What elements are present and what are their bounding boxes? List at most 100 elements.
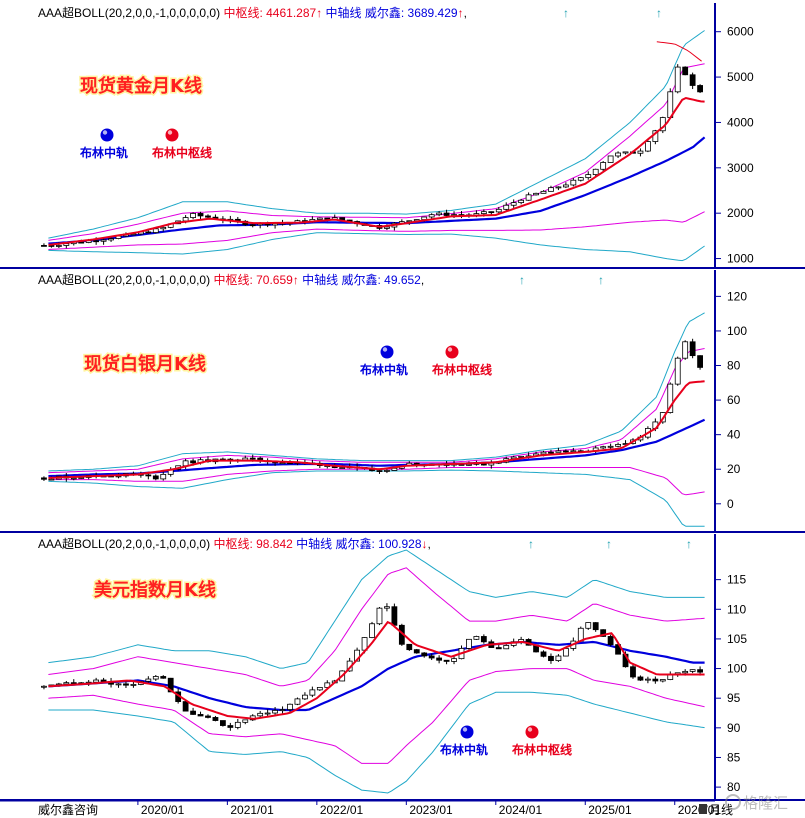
y-tick-label: 1000 (727, 252, 754, 266)
candle-up (152, 676, 159, 680)
candle-up (540, 190, 547, 194)
candle-up (540, 451, 547, 455)
candle-up (115, 683, 122, 686)
candle-down (190, 710, 196, 715)
candle-up (503, 204, 510, 210)
candle-up (562, 184, 569, 188)
candle-up (160, 473, 167, 480)
candle-up (495, 208, 502, 213)
candle-up (644, 141, 651, 152)
candle-down (93, 240, 100, 243)
candle-down (167, 677, 174, 693)
candle-down (592, 622, 599, 631)
signal-arrow-icon: ↑ (606, 537, 612, 551)
inner-lower-band-line (48, 668, 705, 764)
candle-down (145, 231, 152, 234)
candle-up (369, 623, 375, 638)
candle-down (406, 643, 413, 651)
candle-down (70, 682, 77, 685)
candle-up (48, 478, 55, 481)
candle-up (682, 341, 689, 359)
candle-up (473, 636, 480, 640)
print-icon[interactable] (699, 804, 707, 814)
candle-up (302, 694, 308, 700)
indicator-header: AAA超BOLL(20,2,0,0,-1,0,0,0,0) 中枢线: 98.84… (38, 536, 431, 551)
watermark-text: 格隆汇 (743, 794, 788, 812)
candle-up (324, 682, 331, 688)
candle-up (152, 228, 159, 233)
y-tick-label: 80 (727, 780, 741, 794)
header-segment: AAA超BOLL(20,2,0,0,-1,0,0,0,0) (38, 272, 213, 287)
inner-lower-band-line (48, 211, 705, 250)
legend-label: 布林中枢线 (512, 742, 572, 757)
candle-down (562, 450, 569, 453)
candle-up (93, 679, 100, 683)
candle-down (152, 475, 159, 480)
candle-up (384, 606, 390, 609)
candle-up (637, 150, 644, 154)
highlight-icon (447, 347, 453, 352)
signal-arrow-icon: ↑ (598, 273, 604, 287)
peak-arc-line (656, 41, 702, 62)
legend-label: 布林中轨 (440, 742, 488, 757)
red-ball-icon (445, 345, 459, 359)
candle-down (436, 657, 443, 661)
candle-up (130, 233, 137, 236)
header-segment: AAA超BOLL(20,2,0,0,-1,0,0,0,0) (38, 536, 213, 551)
candle-down (548, 451, 554, 454)
highlight-icon (462, 727, 468, 732)
candle-up (600, 446, 607, 449)
candle-down (682, 66, 689, 76)
candle-up (674, 66, 681, 93)
x-tick-label: 2023/01 (409, 803, 453, 817)
bottom-bar: 威尔鑫咨询 2020/01 2021/01 2022/01 2023/01 2024/0… (0, 794, 788, 817)
candle-down (697, 85, 703, 93)
candle-up (428, 214, 435, 218)
y-tick-label: 80 (727, 359, 741, 373)
candle-down (689, 74, 696, 86)
candle-up (279, 462, 286, 465)
candle-down (205, 715, 211, 718)
header-segment: ↑ (316, 6, 322, 20)
candle-up (689, 669, 696, 672)
candle-up (592, 168, 599, 176)
candle-up (659, 679, 666, 682)
candle-up (682, 670, 689, 674)
legend: 布林中轨 布林中枢线 (360, 345, 492, 377)
candle-up (55, 245, 62, 247)
watermark-logo: 格隆汇 (725, 794, 788, 812)
y-tick-label: 60 (727, 393, 741, 407)
bollinger-mid-line (48, 640, 705, 712)
y-tick-label: 40 (727, 428, 741, 442)
candle-up (548, 187, 554, 192)
candle-up (525, 194, 532, 201)
candle-up (63, 682, 70, 685)
highlight-icon (382, 347, 388, 352)
candle-up (503, 645, 510, 650)
candle-down (689, 341, 696, 357)
header-segment: 中轴线 威尔鑫: 100.928 (293, 536, 422, 551)
candle-up (480, 211, 487, 215)
chart-title: 现货黄金月K线 (80, 75, 202, 97)
header-segment: ↑ (458, 6, 464, 20)
candle-down (697, 355, 703, 368)
candle-up (145, 678, 152, 682)
candle-down (376, 470, 383, 472)
header-segment: ↓ (422, 537, 428, 551)
header-segment: AAA超BOLL(20,2,0,0,-1,0,0,0,0,0) (38, 5, 223, 20)
header-segment: , (464, 6, 467, 20)
blue-ball-icon (380, 345, 394, 359)
candle-up (555, 655, 562, 662)
candle-up (615, 444, 621, 447)
y-tick-label: 2000 (727, 206, 754, 220)
panel-1: AAA超BOLL(20,2,0,0,-1,0,0,0,0,0) 中枢线: 446… (0, 3, 805, 269)
candle-up (615, 152, 621, 157)
candle-up (585, 174, 592, 179)
candle-up (570, 179, 577, 186)
candle-down (249, 457, 256, 460)
y-tick-label: 100 (727, 324, 747, 338)
candle-up (644, 678, 651, 681)
x-tick-label: 2020/01 (141, 803, 185, 817)
candle-down (227, 725, 234, 728)
candle-up (160, 226, 167, 230)
